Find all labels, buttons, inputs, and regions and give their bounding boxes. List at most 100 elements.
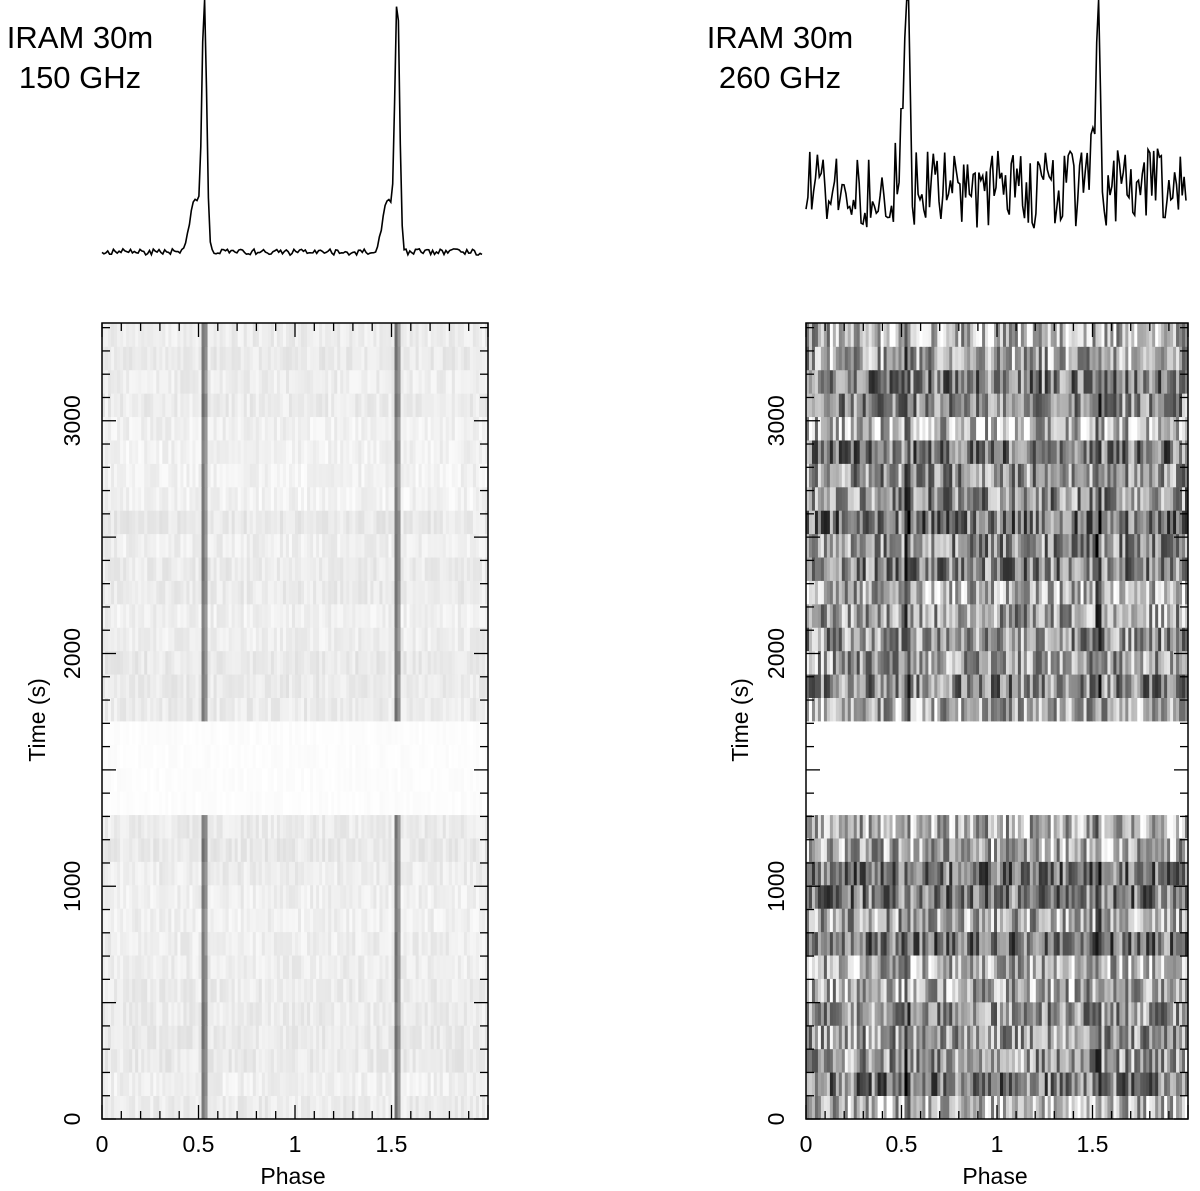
heatmap-cell <box>105 1025 109 1050</box>
heatmap-cell <box>210 416 214 441</box>
heatmap-cell <box>400 1025 404 1050</box>
heatmap-cell <box>162 791 166 816</box>
heatmap-cell <box>382 955 386 979</box>
heatmap-cell <box>174 416 178 441</box>
heatmap-cell <box>448 1048 453 1073</box>
heatmap-cell <box>436 557 441 581</box>
heatmap-cell <box>325 603 329 628</box>
heatmap-cell <box>237 721 242 745</box>
heatmap-cell <box>349 767 353 792</box>
heatmap-cell <box>219 463 224 488</box>
heatmap-cell <box>388 369 392 394</box>
heatmap-cell <box>126 323 130 347</box>
heatmap-cell <box>394 814 398 839</box>
heatmap-cell <box>430 955 435 979</box>
heatmap-cell <box>147 978 151 1003</box>
heatmap-cell <box>385 463 389 488</box>
heatmap-cell <box>406 416 410 441</box>
heatmap-cell <box>442 346 447 371</box>
heatmap-cell <box>252 603 257 628</box>
heatmap-cell <box>186 744 190 769</box>
heatmap-cell <box>213 767 217 792</box>
heatmap-cell <box>298 721 302 745</box>
heatmap-cell <box>394 1001 398 1026</box>
heatmap-cell <box>246 463 251 488</box>
heatmap-cell <box>138 814 142 839</box>
heatmap-cell <box>445 838 450 862</box>
heatmap-cell <box>189 955 193 979</box>
heatmap-cell <box>808 1072 813 1096</box>
heatmap-cell <box>120 884 124 909</box>
heatmap-cell <box>394 838 398 862</box>
heatmap-cell <box>847 1095 852 1120</box>
heatmap-cell <box>436 393 441 418</box>
heatmap-cell <box>210 650 214 675</box>
heatmap-cell <box>430 440 435 464</box>
heatmap-cell <box>355 838 359 862</box>
heatmap-cell <box>472 346 477 371</box>
heatmap-cell <box>421 650 426 675</box>
heatmap-cell <box>964 1025 968 1050</box>
heatmap-cell <box>114 674 118 698</box>
heatmap-cell <box>892 1048 896 1073</box>
heatmap-cell <box>436 1072 441 1096</box>
heatmap-cell <box>469 627 474 652</box>
heatmap-cell <box>228 533 233 558</box>
heatmap-cell <box>355 1048 359 1073</box>
heatmap-cell <box>454 1095 459 1120</box>
heatmap-cell <box>856 1095 861 1120</box>
heatmap-cell <box>418 908 423 933</box>
heatmap-cell <box>334 416 338 441</box>
heatmap-cell <box>835 1048 840 1073</box>
heatmap-cell <box>213 369 217 394</box>
heatmap-cell <box>108 510 112 535</box>
heatmap-cell <box>204 650 208 675</box>
heatmap-cell <box>129 978 133 1003</box>
heatmap-cell <box>129 908 133 933</box>
heatmap-cell <box>316 486 320 511</box>
heatmap-cell <box>364 533 368 558</box>
heatmap-cell <box>430 369 435 394</box>
heatmap-cell <box>385 486 389 511</box>
heatmap-cell <box>304 580 308 605</box>
heatmap-cell <box>475 814 480 839</box>
heatmap-cell <box>427 533 432 558</box>
heatmap-cell <box>1038 1072 1043 1096</box>
heatmap-cell <box>316 323 320 347</box>
heatmap-cell <box>177 767 181 792</box>
heatmap-cell <box>165 767 169 792</box>
heatmap-cell <box>255 1072 260 1096</box>
heatmap-cell <box>304 440 308 464</box>
heatmap-cell <box>180 603 184 628</box>
heatmap-cell <box>310 603 314 628</box>
heatmap-cell <box>174 393 178 418</box>
heatmap-cell <box>472 1072 477 1096</box>
heatmap-cell <box>400 908 404 933</box>
heatmap-cell <box>207 557 211 581</box>
heatmap-cell <box>159 650 163 675</box>
heatmap-cell <box>472 1095 477 1120</box>
heatmap-cell <box>967 1095 971 1120</box>
heatmap-cell <box>180 955 184 979</box>
heatmap-cell <box>373 721 377 745</box>
heatmap-cell <box>1128 1072 1132 1096</box>
heatmap-cell <box>934 1072 938 1096</box>
heatmap-cell <box>466 1048 471 1073</box>
heatmap-cell <box>150 533 154 558</box>
heatmap-cell <box>243 580 248 605</box>
heatmap-cell <box>322 838 326 862</box>
heatmap-cell <box>276 838 281 862</box>
heatmap-cell <box>174 767 178 792</box>
heatmap-cell <box>424 861 429 886</box>
heatmap-cell <box>1047 1072 1052 1096</box>
heatmap-cell <box>228 697 233 722</box>
heatmap-cell <box>358 1072 362 1096</box>
heatmap-cell <box>189 978 193 1003</box>
heatmap-cell <box>394 1048 398 1073</box>
heatmap-cell <box>406 721 410 745</box>
heatmap-cell <box>261 627 266 652</box>
heatmap-cell <box>159 884 163 909</box>
heatmap-cell <box>282 416 287 441</box>
heatmap-cell <box>394 486 398 511</box>
